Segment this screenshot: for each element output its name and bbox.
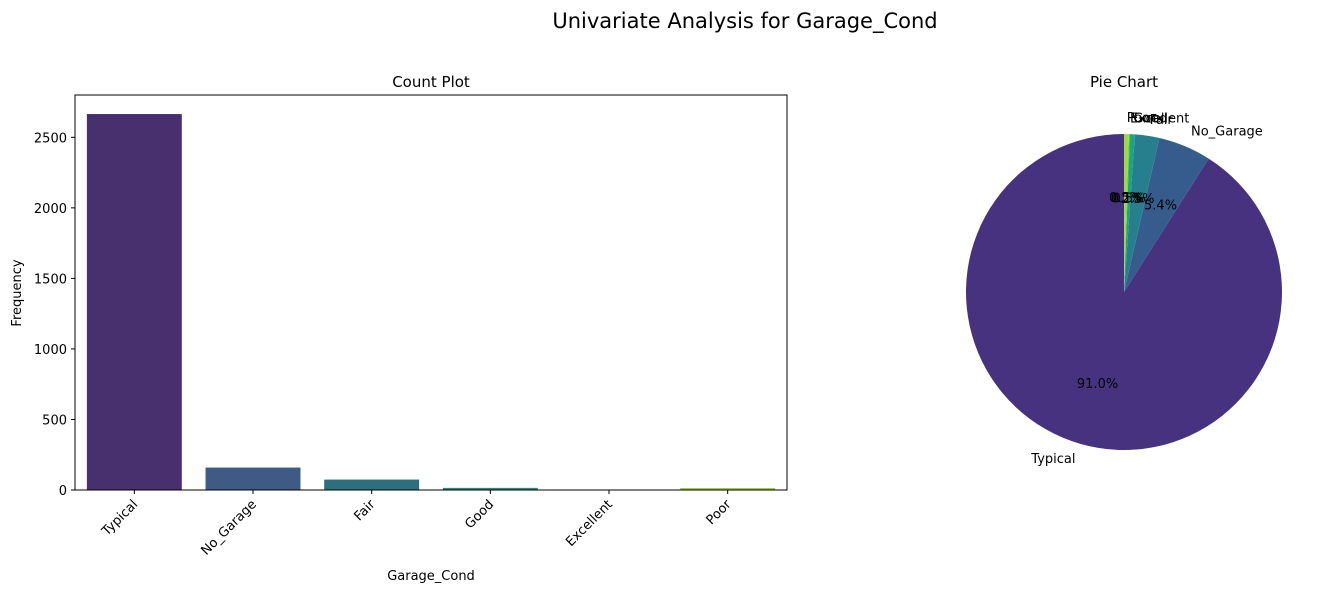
pie-slice-poor xyxy=(1124,134,1129,292)
pie-label-no-garage: No_Garage xyxy=(1191,125,1263,140)
bar-poor xyxy=(680,488,776,490)
pie-label-excellent: Excellent xyxy=(1130,111,1189,126)
pie-slices xyxy=(965,134,1282,450)
pie-label-good: Good xyxy=(1133,111,1167,126)
x-axis-label: Garage_Cond xyxy=(387,569,475,584)
plot-frame xyxy=(74,94,788,491)
pie-label-poor: Poor xyxy=(1127,111,1156,126)
pie-label-typical: Typical xyxy=(1030,452,1075,467)
pie-pct-typical: 91.0% xyxy=(1077,377,1118,392)
x-tick-label: Typical xyxy=(99,497,142,540)
pie-slice-excellent xyxy=(1124,134,1130,292)
bar-good xyxy=(442,487,538,490)
bar-typical xyxy=(86,114,182,490)
y-axis-label: Frequency xyxy=(10,259,25,326)
count-plot-title: Count Plot xyxy=(392,73,470,91)
y-tick-label: 1500 xyxy=(34,272,67,287)
pie-pct-no-garage: 5.4% xyxy=(1144,199,1177,214)
pie-slice-good xyxy=(1124,134,1135,292)
y-axis: 0 500 1000 1500 2000 2500 xyxy=(34,131,75,499)
x-tick-label: Good xyxy=(462,497,497,532)
y-tick-label: 2000 xyxy=(34,202,67,217)
pie-slice-fair xyxy=(1124,134,1160,292)
x-tick-label: Excellent xyxy=(563,497,616,550)
pie-chart-title: Pie Chart xyxy=(1090,73,1158,91)
pie-pct-poor: 0.5% xyxy=(1109,191,1142,206)
pie-chart: Pie Chart Typical 91.0% No_Garage 5.4% Fair 2… xyxy=(965,73,1282,467)
y-tick-label: 1000 xyxy=(34,343,67,358)
pie-pct-good: 0.5% xyxy=(1113,191,1146,206)
bar-fair xyxy=(324,479,420,490)
pie-pct-excellent: 0.1% xyxy=(1111,191,1144,206)
pie-labels: Typical 91.0% No_Garage 5.4% Fair 2.5% Good 0.5… xyxy=(1030,111,1262,467)
bar-marks xyxy=(86,114,776,490)
count-plot: Count Plot 0 500 1000 1500 2000 2500 Typical N… xyxy=(10,73,788,584)
pie-slice-no-garage xyxy=(1124,138,1209,292)
y-tick-label: 500 xyxy=(42,413,67,428)
pie-slice-typical xyxy=(965,134,1282,450)
x-axis: Typical No_Garage Fair Good Excellent Poor xyxy=(99,490,735,559)
bar-no-garage xyxy=(205,467,301,490)
pie-label-fair: Fair xyxy=(1150,113,1174,128)
y-tick-label: 2500 xyxy=(34,131,67,146)
figure-suptitle: Univariate Analysis for Garage_Cond xyxy=(552,9,937,34)
x-tick-label: Fair xyxy=(351,497,378,524)
x-tick-label: No_Garage xyxy=(198,497,259,558)
pie-pct-fair: 2.5% xyxy=(1121,192,1154,207)
y-tick-label: 0 xyxy=(59,484,67,499)
x-tick-label: Poor xyxy=(704,497,735,528)
